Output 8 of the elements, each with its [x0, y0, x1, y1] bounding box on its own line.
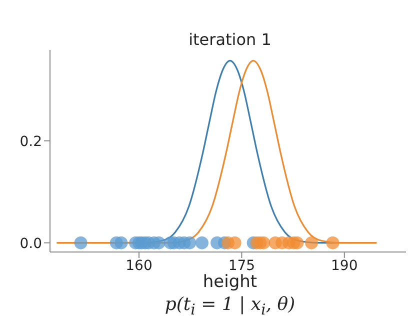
x-tick-label: 160: [126, 258, 152, 274]
text: p(t$_{i}$ = 1 | x$_{i}$, θ): [164, 294, 296, 319]
x-tick-label: 175: [228, 258, 256, 274]
chart-title: iteration 1: [188, 30, 272, 49]
y-tick-label: 0.2: [20, 134, 42, 150]
x-tick-label: 190: [331, 258, 358, 274]
x-axis-title: height: [202, 272, 258, 292]
y-tick-label: 0.0: [20, 236, 42, 252]
